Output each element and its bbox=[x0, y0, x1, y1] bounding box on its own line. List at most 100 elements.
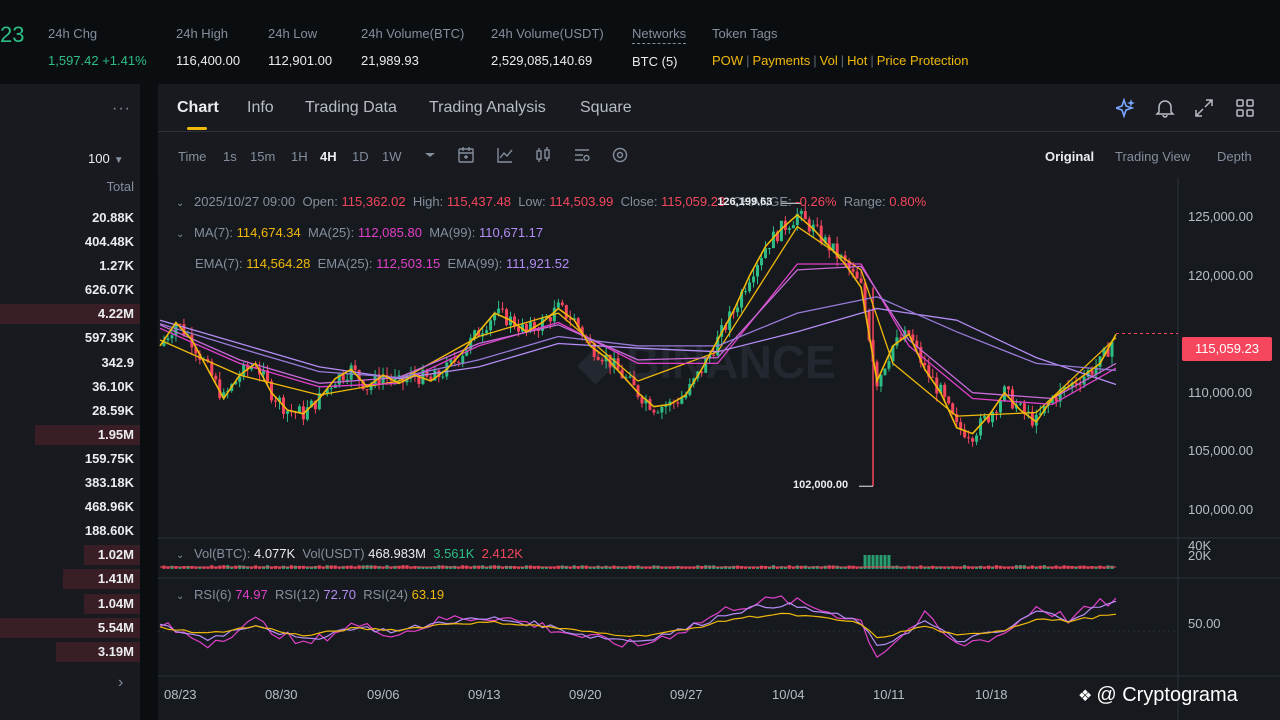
order-book-row[interactable]: 20.88K bbox=[0, 206, 140, 230]
candle-body bbox=[1098, 356, 1102, 367]
ai-sparkle-icon[interactable] bbox=[1116, 98, 1136, 118]
order-book-row[interactable]: 36.10K bbox=[0, 375, 140, 399]
tag-hot[interactable]: Hot bbox=[847, 53, 868, 68]
chevron-down-icon[interactable]: ⌄ bbox=[176, 591, 185, 602]
order-book-row[interactable]: 1.95M bbox=[0, 423, 140, 447]
tag-payments[interactable]: Payments bbox=[752, 53, 811, 68]
tag-price-protection[interactable]: Price Protection bbox=[876, 53, 969, 68]
price-chart-area[interactable]: ◆ BINANCE ⌄ 2025/10/27 09:00 Open: 115,3… bbox=[158, 178, 1280, 720]
candle-body bbox=[819, 225, 823, 244]
candle-body bbox=[883, 368, 887, 375]
grid-icon[interactable] bbox=[1235, 98, 1255, 118]
calendar-icon[interactable] bbox=[457, 146, 475, 164]
volume-bar bbox=[600, 566, 604, 569]
volume-bar bbox=[513, 566, 517, 569]
candle-body bbox=[759, 258, 763, 266]
timeframe-time[interactable]: Time bbox=[178, 149, 207, 164]
order-book-row[interactable]: 4.22M bbox=[0, 302, 140, 326]
candle-body bbox=[592, 343, 596, 357]
timeframe-1s[interactable]: 1s bbox=[223, 149, 237, 164]
candle-body bbox=[787, 228, 791, 230]
volume-bar bbox=[262, 566, 266, 569]
volume-bar bbox=[588, 566, 592, 569]
candle-body bbox=[815, 224, 819, 226]
settings-icon[interactable] bbox=[611, 146, 629, 164]
timeframe-1d[interactable]: 1D bbox=[352, 149, 369, 164]
timeframe-1w[interactable]: 1W bbox=[382, 149, 402, 164]
candle-body bbox=[262, 370, 266, 375]
order-book-row[interactable]: 383.18K bbox=[0, 471, 140, 495]
stat-24h-volume-btc: 24h Volume(BTC) 21,989.93 bbox=[361, 26, 464, 68]
volume-legend: ⌄ Vol(BTC): 4.077K Vol(USDT) 468.983M 3.… bbox=[176, 546, 523, 561]
timeframe-1h[interactable]: 1H bbox=[291, 149, 308, 164]
y-axis-tick: 120,000.00 bbox=[1188, 267, 1254, 283]
order-book-row[interactable]: 5.54M bbox=[0, 616, 140, 640]
stat-value: BTC (5) bbox=[632, 54, 678, 69]
timeframe-4h[interactable]: 4H bbox=[320, 149, 337, 164]
tab-trading-data[interactable]: Trading Data bbox=[305, 99, 397, 116]
volume-bar bbox=[843, 566, 847, 569]
chevron-down-icon[interactable]: ⌄ bbox=[176, 198, 185, 209]
candle-body bbox=[967, 437, 971, 439]
candle-body bbox=[644, 399, 648, 404]
tab-chart[interactable]: Chart bbox=[177, 99, 219, 130]
volume-bar bbox=[198, 566, 202, 569]
stat-value: 112,901.00 bbox=[268, 53, 333, 68]
volume-bar bbox=[728, 566, 732, 569]
tag-vol[interactable]: Vol bbox=[819, 53, 838, 68]
order-book-row[interactable]: 626.07K bbox=[0, 278, 140, 302]
chevron-right-icon[interactable]: › bbox=[118, 674, 124, 691]
volume-bar bbox=[250, 566, 254, 569]
order-book-row[interactable]: 1.27K bbox=[0, 254, 140, 278]
volume-bar bbox=[1010, 566, 1014, 569]
stat-networks[interactable]: Networks BTC (5) bbox=[632, 26, 687, 69]
chevron-down-icon[interactable]: ⌄ bbox=[176, 229, 185, 240]
candle-body bbox=[309, 400, 313, 408]
rsi-line-rsi12 bbox=[159, 600, 1117, 647]
view-original[interactable]: Original bbox=[1045, 149, 1095, 164]
candle-body bbox=[1038, 413, 1042, 415]
tab-info[interactable]: Info bbox=[247, 99, 274, 116]
candle-body bbox=[572, 318, 576, 320]
timeframe-15m[interactable]: 15m bbox=[250, 149, 276, 164]
price-chart-svg[interactable]: ◆ BINANCE bbox=[158, 178, 1280, 720]
chevron-down-icon: ▼ bbox=[113, 155, 124, 166]
candle-body bbox=[246, 364, 250, 370]
chevron-down-icon[interactable] bbox=[421, 146, 439, 164]
stat-label[interactable]: Networks bbox=[632, 26, 687, 44]
tab-square[interactable]: Square bbox=[580, 99, 632, 116]
order-book-row[interactable]: 1.04M bbox=[0, 592, 140, 616]
x-axis-tick: 09/06 bbox=[367, 687, 400, 702]
bell-icon[interactable] bbox=[1155, 98, 1175, 118]
candle-body bbox=[278, 397, 281, 402]
tag-pow[interactable]: POW bbox=[712, 53, 744, 68]
depth-select[interactable]: 100 ▼ bbox=[88, 151, 124, 166]
order-book-row[interactable]: 342.9 bbox=[0, 351, 140, 375]
order-book-rows: 20.88K 404.48K 1.27K 626.07K 4.22M 597.39K 342… bbox=[0, 206, 140, 664]
candle-body bbox=[162, 340, 166, 346]
candle-body bbox=[182, 324, 186, 336]
order-book-row[interactable]: 1.02M bbox=[0, 543, 140, 567]
candle-body bbox=[517, 326, 520, 332]
tab-trading-analysis[interactable]: Trading Analysis bbox=[429, 99, 546, 116]
order-book-row[interactable]: 468.96K bbox=[0, 495, 140, 519]
more-horizontal-icon[interactable]: ··· bbox=[112, 100, 131, 117]
candle-body bbox=[767, 248, 771, 250]
chevron-down-icon[interactable]: ⌄ bbox=[176, 550, 185, 561]
order-book-row[interactable]: 404.48K bbox=[0, 230, 140, 254]
order-book-row[interactable]: 597.39K bbox=[0, 326, 140, 350]
expand-icon[interactable] bbox=[1194, 98, 1214, 118]
order-book-row[interactable]: 1.41M bbox=[0, 567, 140, 591]
candle-body bbox=[397, 375, 401, 377]
candle-body bbox=[501, 308, 505, 310]
order-book-row[interactable]: 28.59K bbox=[0, 399, 140, 423]
order-book-row[interactable]: 159.75K bbox=[0, 447, 140, 471]
indicator-icon[interactable] bbox=[496, 146, 514, 164]
view-depth[interactable]: Depth bbox=[1217, 149, 1252, 164]
view-trading-view[interactable]: Trading View bbox=[1115, 149, 1191, 164]
order-book-row[interactable]: 3.19M bbox=[0, 640, 140, 664]
template-icon[interactable] bbox=[573, 146, 591, 164]
order-book-row[interactable]: 188.60K bbox=[0, 519, 140, 543]
ema7-value: 114,564.28 bbox=[246, 256, 311, 271]
candle-type-icon[interactable] bbox=[534, 146, 552, 164]
